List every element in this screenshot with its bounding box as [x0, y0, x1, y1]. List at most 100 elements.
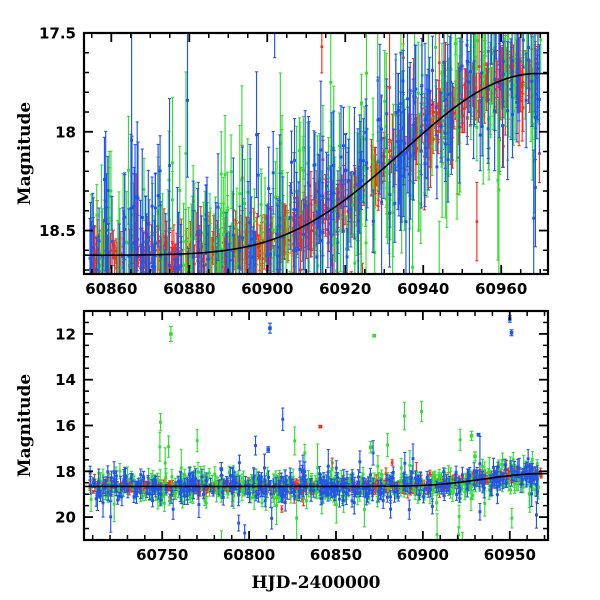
data-point	[266, 275, 269, 278]
data-point	[102, 178, 106, 181]
data-point	[309, 208, 313, 212]
data-point	[127, 254, 131, 258]
data-point	[452, 105, 456, 109]
data-point	[259, 203, 263, 206]
data-point	[491, 94, 495, 98]
data-point	[319, 148, 323, 152]
data-point	[480, 125, 484, 129]
data-point	[528, 87, 531, 91]
data-point	[258, 253, 262, 257]
data-point	[115, 260, 118, 263]
data-point	[451, 120, 454, 124]
data-point	[408, 89, 412, 93]
data-point	[493, 109, 497, 113]
data-point	[184, 152, 188, 155]
model-curve	[84, 72, 548, 256]
data-point	[122, 317, 125, 320]
data-point	[484, 26, 487, 29]
data-point	[341, 229, 345, 233]
data-point	[313, 245, 317, 249]
data-point	[88, 256, 92, 260]
data-point	[437, 61, 441, 64]
data-point	[338, 144, 341, 148]
data-point	[315, 206, 319, 210]
data-point	[267, 238, 270, 242]
data-point	[97, 275, 100, 278]
data-point	[231, 222, 234, 226]
data-point	[392, 156, 395, 160]
data-point	[348, 197, 352, 201]
data-point	[171, 161, 174, 165]
data-point	[478, 133, 482, 137]
data-point	[212, 232, 216, 236]
data-point	[184, 335, 187, 338]
data-point	[411, 265, 415, 269]
data-point	[428, 89, 432, 93]
data-point	[184, 268, 188, 271]
data-point	[221, 277, 224, 280]
data-point	[527, 46, 530, 49]
data-point	[118, 275, 121, 278]
data-point	[391, 211, 395, 215]
data-point	[332, 191, 336, 195]
data-point	[455, 114, 459, 118]
data-point	[95, 213, 99, 217]
data-point	[532, 75, 536, 79]
data-point	[472, 91, 476, 95]
data-point	[517, 77, 521, 81]
data-layer	[84, 1, 548, 340]
data-point	[215, 330, 218, 333]
data-point	[407, 172, 411, 176]
data-point	[218, 275, 221, 278]
data-point	[139, 323, 142, 326]
data-point	[413, 100, 417, 104]
data-point	[445, 103, 449, 106]
data-point	[144, 260, 148, 264]
data-point	[309, 242, 312, 246]
data-point	[513, 57, 517, 61]
data-point	[461, 114, 465, 118]
data-point	[365, 161, 369, 165]
data-point	[92, 248, 96, 251]
data-point	[165, 247, 168, 250]
data-point	[256, 173, 260, 177]
data-point	[329, 209, 333, 213]
data-point	[504, 73, 508, 77]
data-point	[196, 319, 199, 322]
data-point	[515, 1, 518, 4]
data-point	[445, 171, 449, 175]
data-point	[477, 65, 481, 68]
data-point	[490, 14, 493, 17]
data-point	[216, 205, 220, 209]
data-point	[225, 296, 228, 299]
data-point	[390, 155, 393, 158]
data-point	[330, 192, 334, 196]
data-point	[431, 69, 434, 72]
data-point	[145, 241, 148, 245]
data-point	[399, 174, 403, 178]
data-point	[338, 190, 342, 194]
data-point	[505, 69, 508, 73]
data-point	[148, 327, 151, 330]
data-point	[317, 210, 321, 214]
data-point	[307, 184, 311, 188]
data-point	[277, 259, 281, 263]
data-point	[96, 248, 99, 252]
x-tick-label: 60960	[475, 280, 527, 298]
data-point	[326, 197, 330, 201]
data-point	[404, 220, 408, 224]
data-point	[144, 287, 147, 290]
data-point	[420, 84, 424, 87]
data-point	[199, 304, 202, 307]
data-point	[469, 70, 473, 74]
axis-ticks	[84, 32, 548, 274]
data-point	[158, 196, 161, 200]
data-point	[263, 220, 267, 224]
data-point	[162, 337, 165, 340]
data-point	[481, 63, 485, 67]
data-point	[253, 299, 256, 302]
data-point	[228, 334, 231, 337]
data-point	[245, 246, 248, 250]
